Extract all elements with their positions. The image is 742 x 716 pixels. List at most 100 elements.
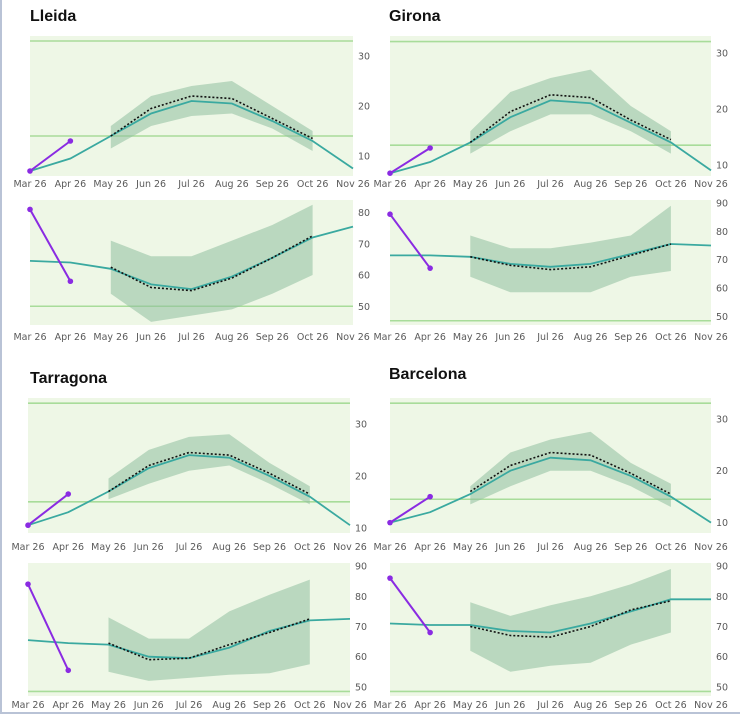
girona-temperature-x-tick-label: Aug 26	[574, 179, 608, 190]
lleida-humidity-y-tick-label: 80	[358, 208, 370, 219]
tarragona-humidity-x-tick-label: Sep 26	[253, 700, 286, 711]
girona-title: Girona	[389, 8, 441, 25]
lleida-humidity-x-tick-label: Sep 26	[256, 332, 289, 343]
lleida-temperature-observed-line	[29, 140, 71, 172]
tarragona-temperature-x-tick-label: Jun 26	[133, 542, 164, 553]
tarragona-humidity-x-tick-label: Aug 26	[212, 700, 246, 711]
girona-temperature-x-tick-label: Jun 26	[494, 179, 525, 190]
tarragona-temperature-x-tick-label: Oct 26	[294, 542, 326, 553]
tarragona-humidity-y-tick-label: 80	[355, 592, 367, 603]
girona-temperature-x-tick-label: Mar 26	[373, 179, 406, 190]
barcelona-humidity-uncertainty-band	[470, 569, 671, 672]
lleida-temperature-x-tick-label: Jul 26	[177, 179, 205, 190]
barcelona-temperature-chart: 10 20 30 Mar 26 Apr 26 May 26 Jun 26 Jul 26 Aug …	[373, 398, 728, 553]
barcelona-temperature-x-tick-label: Apr 26	[414, 542, 446, 553]
girona-humidity-x-tick-label: May 26	[453, 332, 488, 343]
barcelona-humidity-x-tick-label: Jun 26	[494, 700, 525, 711]
tarragona-temperature-uncertainty-band	[108, 434, 310, 505]
tarragona-humidity-x-tick-label: May 26	[91, 700, 126, 711]
lleida-temperature-y-tick-label: 30	[358, 52, 370, 63]
girona-humidity-y-tick-label: 60	[716, 284, 728, 295]
tarragona-humidity-x-tick-label: Jun 26	[133, 700, 164, 711]
tarragona-humidity-uncertainty-band	[108, 579, 310, 681]
tarragona-temperature-x-tick-label: Aug 26	[212, 542, 246, 553]
lleida-humidity-x-tick-label: Aug 26	[215, 332, 249, 343]
barcelona-humidity-y-tick-label: 80	[716, 592, 728, 603]
lleida-humidity-x-tick-label: Apr 26	[55, 332, 87, 343]
tarragona-temperature-x-tick-label: Apr 26	[52, 542, 84, 553]
barcelona-humidity-y-tick-label: 70	[716, 622, 728, 633]
lleida-humidity-x-tick-label: Oct 26	[297, 332, 329, 343]
girona-humidity-x-tick-label: Nov 26	[694, 332, 728, 343]
lleida-humidity-x-tick-label: Jul 26	[177, 332, 205, 343]
lleida-temperature-x-tick-label: Sep 26	[256, 179, 289, 190]
barcelona-temperature-x-tick-label: Aug 26	[574, 542, 608, 553]
tarragona-humidity-y-tick-label: 90	[355, 562, 367, 573]
tarragona-temperature-x-tick-label: Mar 26	[11, 542, 44, 553]
girona-humidity-y-tick-label: 90	[716, 198, 728, 209]
tarragona-temperature-y-tick-label: 30	[355, 419, 367, 430]
barcelona-temperature-y-tick-label: 20	[716, 466, 728, 477]
girona-humidity-x-tick-label: Sep 26	[614, 332, 647, 343]
barcelona-temperature-dotted-line	[469, 451, 672, 495]
girona-temperature-forecast-line	[389, 99, 712, 175]
lleida-humidity-uncertainty-band	[110, 204, 313, 322]
tarragona-humidity-chart: 50 60 70 80 90 Mar 26 Apr 26 May 26 Jun 26 Jul 26…	[11, 562, 367, 711]
tarragona-humidity-y-tick-label: 50	[355, 682, 367, 693]
barcelona-temperature-x-tick-label: Jul 26	[536, 542, 564, 553]
tarragona-humidity-x-tick-label: Oct 26	[294, 700, 326, 711]
lleida-temperature-x-tick-label: May 26	[93, 179, 128, 190]
lleida-temperature-forecast-line	[29, 100, 354, 172]
barcelona-temperature-uncertainty-band	[470, 431, 671, 507]
tarragona-temperature-y-tick-label: 10	[355, 523, 367, 534]
barcelona-humidity-y-tick-label: 90	[716, 562, 728, 573]
tarragona-humidity-x-tick-label: Nov 26	[333, 700, 367, 711]
lleida-humidity-chart: 50 60 70 80 Mar 26 Apr 26 May 26 Jun 26 Jul 26 Au…	[13, 200, 370, 343]
girona-temperature-chart: 10 20 30 Mar 26 Apr 26 May 26 Jun 26 Jul 26 Aug …	[373, 36, 728, 190]
lleida-temperature-chart: 10 20 30 Mar 26 Apr 26 May 26 Jun 26 Jul 26 Aug …	[13, 36, 370, 190]
barcelona-humidity-x-tick-label: Jul 26	[536, 700, 564, 711]
girona-humidity-y-tick-label: 70	[716, 255, 728, 266]
barcelona-temperature-x-tick-label: May 26	[453, 542, 488, 553]
girona-temperature-y-tick-label: 20	[716, 104, 728, 115]
girona-humidity-dotted-line	[470, 243, 672, 271]
barcelona-humidity-x-tick-label: Aug 26	[574, 700, 608, 711]
tarragona-temperature-chart: 10 20 30 Mar 26 Apr 26 May 26 Jun 26 Jul 26 Aug …	[11, 398, 367, 553]
girona-temperature-x-tick-label: Sep 26	[614, 179, 647, 190]
barcelona-humidity-observed-line	[389, 577, 431, 634]
girona-humidity-observed-point	[387, 211, 393, 218]
tarragona-temperature-x-tick-label: Sep 26	[253, 542, 286, 553]
tarragona-humidity-x-tick-label: Apr 26	[52, 700, 84, 711]
lleida-temperature-uncertainty-band	[110, 81, 313, 151]
barcelona-title: Barcelona	[389, 366, 467, 383]
girona-humidity-observed-point	[427, 265, 433, 271]
tarragona-humidity-observed-point	[25, 581, 31, 587]
barcelona-humidity-x-tick-label: May 26	[453, 700, 488, 711]
girona-humidity-y-tick-label: 80	[716, 227, 728, 238]
lleida-temperature-x-tick-label: Apr 26	[55, 179, 87, 190]
tarragona-humidity-y-tick-label: 70	[355, 622, 367, 633]
tarragona-humidity-y-tick-label: 60	[355, 652, 367, 663]
barcelona-temperature-y-tick-label: 30	[716, 414, 728, 425]
lleida-title: Lleida	[30, 8, 77, 25]
tarragona-temperature-x-tick-label: May 26	[91, 542, 126, 553]
barcelona-temperature-x-tick-label: Sep 26	[614, 542, 647, 553]
barcelona-temperature-y-tick-label: 10	[716, 518, 728, 529]
barcelona-temperature-forecast-line	[389, 456, 712, 524]
barcelona-humidity-y-tick-label: 50	[716, 682, 728, 693]
lleida-temperature-x-tick-label: Aug 26	[215, 179, 249, 190]
girona-humidity-x-tick-label: Oct 26	[655, 332, 687, 343]
girona-temperature-x-tick-label: Apr 26	[414, 179, 446, 190]
barcelona-temperature-x-tick-label: Oct 26	[655, 542, 687, 553]
barcelona-humidity-observed-point	[427, 629, 433, 636]
tarragona-humidity-dotted-line	[108, 618, 311, 661]
girona-humidity-chart: 50 60 70 80 90 Mar 26 Apr 26 May 26 Jun 26 Jul 26…	[373, 198, 728, 343]
tarragona-temperature-forecast-line	[27, 454, 351, 527]
lleida-temperature-y-tick-label: 20	[358, 102, 370, 113]
tarragona-humidity-x-tick-label: Jul 26	[175, 700, 203, 711]
barcelona-temperature-observed-point	[427, 493, 433, 500]
lleida-humidity-y-tick-label: 70	[358, 239, 370, 250]
girona-temperature-x-tick-label: Nov 26	[694, 179, 728, 190]
lleida-temperature-y-tick-label: 10	[358, 152, 370, 163]
